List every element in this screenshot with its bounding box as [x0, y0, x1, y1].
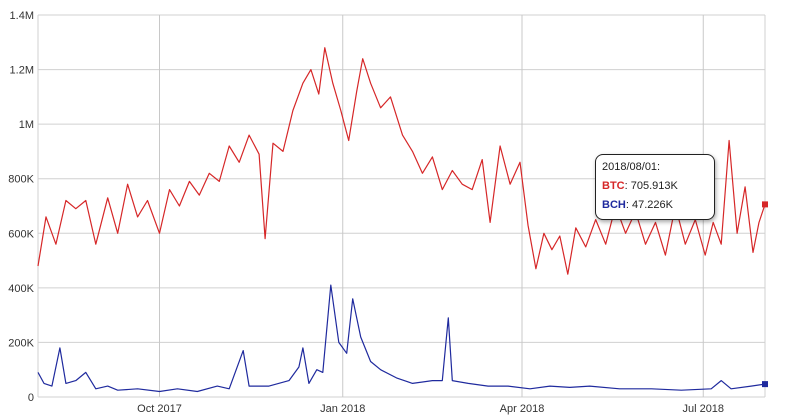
x-tick-label: Apr 2018 — [500, 403, 545, 415]
tooltip-row-bch: BCH: 47.226K — [602, 199, 673, 211]
hover-marker-btc — [762, 201, 768, 208]
series-lines — [37, 47, 766, 393]
x-tick-label: Oct 2017 — [137, 403, 182, 415]
y-tick-label: 1.2M — [10, 65, 34, 77]
tooltip-series-bch: BCH — [602, 199, 626, 211]
hover-tooltip: 2018/08/01: BTC: 705.913K BCH: 47.226K — [595, 154, 715, 220]
x-tick-label: Jul 2018 — [682, 403, 724, 415]
hover-marker-bch — [762, 381, 768, 388]
x-axis-labels: Oct 2017 Jan 2018 Apr 2018 Jul 2018 — [137, 403, 724, 415]
tooltip-row-btc: BTC: 705.913K — [602, 180, 678, 192]
y-tick-label: 1.4M — [10, 10, 34, 22]
y-tick-label: 0 — [28, 392, 34, 404]
y-tick-label: 400K — [8, 283, 34, 295]
y-tick-label: 1M — [19, 119, 34, 131]
tooltip-value-btc: 705.913K — [630, 180, 678, 192]
y-tick-label: 800K — [8, 174, 34, 186]
y-tick-label: 600K — [8, 228, 34, 240]
series-line-btc — [37, 47, 766, 275]
y-axis-labels: 0 200K 400K 600K 800K 1M 1.2M 1.4M — [8, 10, 34, 404]
hover-markers — [762, 201, 768, 388]
series-line-bch — [37, 284, 766, 393]
tooltip-date: 2018/08/01: — [602, 161, 661, 173]
y-tick-label: 200K — [8, 337, 34, 349]
tooltip-series-btc: BTC — [602, 180, 625, 192]
x-tick-label: Jan 2018 — [320, 403, 365, 415]
tooltip-value-bch: 47.226K — [631, 199, 673, 211]
